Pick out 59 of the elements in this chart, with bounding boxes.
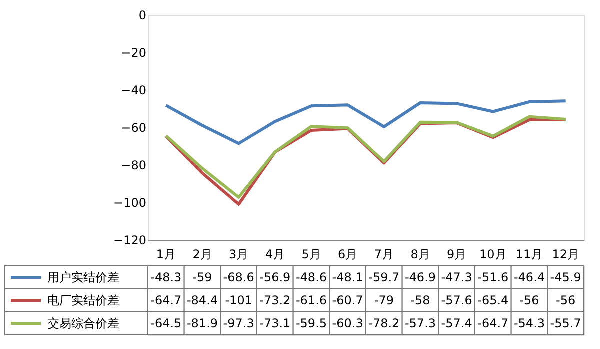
data-label: -48.3 bbox=[150, 270, 182, 284]
data-label: -78.2 bbox=[368, 316, 400, 330]
y-tick-label: −60 bbox=[121, 121, 146, 135]
data-label: -73.2 bbox=[260, 294, 291, 308]
legend-label: 电厂实结价差 bbox=[48, 294, 120, 308]
data-label: -64.7 bbox=[478, 316, 509, 330]
x-tick-label: 8月 bbox=[410, 248, 430, 262]
legend-label: 交易综合价差 bbox=[48, 316, 120, 330]
data-label: -48.6 bbox=[296, 270, 328, 284]
data-label: -68.6 bbox=[223, 270, 254, 284]
data-label: -56.9 bbox=[260, 270, 291, 284]
data-label: -60.3 bbox=[332, 316, 364, 330]
x-tick-label: 4月 bbox=[265, 248, 285, 262]
data-label: -55.7 bbox=[550, 316, 582, 330]
data-label: -56 bbox=[556, 294, 576, 308]
data-label: -54.3 bbox=[514, 316, 546, 330]
x-tick-label: 7月 bbox=[374, 248, 394, 262]
data-label: -59.7 bbox=[368, 270, 400, 284]
data-label: -45.9 bbox=[550, 270, 582, 284]
legend-label: 用户实结价差 bbox=[48, 270, 120, 284]
data-label: -48.1 bbox=[332, 270, 364, 284]
data-label: -73.1 bbox=[260, 316, 291, 330]
x-tick-label: 5月 bbox=[302, 248, 322, 262]
data-label: -46.9 bbox=[404, 270, 436, 284]
line-series bbox=[164, 100, 568, 146]
data-label: -64.7 bbox=[150, 294, 182, 308]
y-tick-label: −120 bbox=[114, 234, 146, 248]
data-label: -79 bbox=[374, 294, 394, 308]
x-tick-label: 3月 bbox=[229, 248, 249, 262]
data-label: -57.3 bbox=[404, 316, 436, 330]
x-tick-label: 10月 bbox=[480, 248, 507, 262]
data-label: -46.4 bbox=[514, 270, 546, 284]
y-tick-label: 0 bbox=[138, 8, 146, 22]
y-tick-label: −40 bbox=[121, 84, 146, 98]
data-label: -51.6 bbox=[478, 270, 509, 284]
x-tick-label: 9月 bbox=[447, 248, 467, 262]
data-label: -58 bbox=[410, 294, 430, 308]
x-tick-label: 2月 bbox=[192, 248, 212, 262]
data-label: -57.4 bbox=[441, 316, 472, 330]
x-tick-label: 12月 bbox=[552, 248, 580, 262]
data-label: -57.6 bbox=[441, 294, 472, 308]
data-label: -59 bbox=[192, 270, 212, 284]
data-label: -65.4 bbox=[478, 294, 509, 308]
data-label: -101 bbox=[225, 294, 252, 308]
data-label: -81.9 bbox=[186, 316, 218, 330]
data-label: -97.3 bbox=[223, 316, 254, 330]
data-label: -61.6 bbox=[296, 294, 328, 308]
y-tick-label: −20 bbox=[121, 46, 146, 60]
y-tick-label: −100 bbox=[114, 196, 146, 210]
x-tick-label: 11月 bbox=[516, 248, 544, 262]
data-label: -64.5 bbox=[150, 316, 182, 330]
y-tick-label: −80 bbox=[121, 158, 146, 172]
data-label: -60.7 bbox=[332, 294, 364, 308]
data-label: -59.5 bbox=[296, 316, 328, 330]
x-tick-label: 6月 bbox=[338, 248, 358, 262]
x-tick-label: 1月 bbox=[156, 248, 176, 262]
data-label: -84.4 bbox=[186, 294, 218, 308]
data-label: -47.3 bbox=[441, 270, 472, 284]
data-label: -56 bbox=[520, 294, 540, 308]
